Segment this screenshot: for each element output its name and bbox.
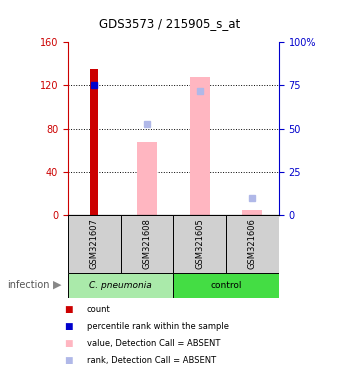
Text: ▶: ▶ bbox=[53, 280, 61, 290]
Text: GSM321606: GSM321606 bbox=[248, 218, 257, 269]
Text: ■: ■ bbox=[65, 356, 73, 366]
Bar bbox=[68, 273, 173, 298]
Text: control: control bbox=[210, 281, 242, 290]
Text: ■: ■ bbox=[65, 305, 73, 314]
Text: GSM321607: GSM321607 bbox=[90, 218, 99, 269]
Text: C. pneumonia: C. pneumonia bbox=[89, 281, 152, 290]
Bar bbox=[190, 77, 210, 215]
Text: percentile rank within the sample: percentile rank within the sample bbox=[87, 322, 229, 331]
Text: rank, Detection Call = ABSENT: rank, Detection Call = ABSENT bbox=[87, 356, 216, 366]
Text: count: count bbox=[87, 305, 110, 314]
Bar bbox=[137, 142, 157, 215]
Bar bbox=[242, 210, 262, 215]
Text: ■: ■ bbox=[65, 339, 73, 348]
Bar bbox=[90, 69, 98, 215]
Bar bbox=[121, 215, 173, 273]
Text: GDS3573 / 215905_s_at: GDS3573 / 215905_s_at bbox=[99, 17, 241, 30]
Bar bbox=[173, 215, 226, 273]
Text: GSM321608: GSM321608 bbox=[142, 218, 152, 269]
Text: ■: ■ bbox=[65, 322, 73, 331]
Text: GSM321605: GSM321605 bbox=[195, 218, 204, 269]
Bar bbox=[68, 215, 121, 273]
Bar bbox=[173, 273, 279, 298]
Text: infection: infection bbox=[7, 280, 49, 290]
Text: value, Detection Call = ABSENT: value, Detection Call = ABSENT bbox=[87, 339, 220, 348]
Bar bbox=[226, 215, 279, 273]
